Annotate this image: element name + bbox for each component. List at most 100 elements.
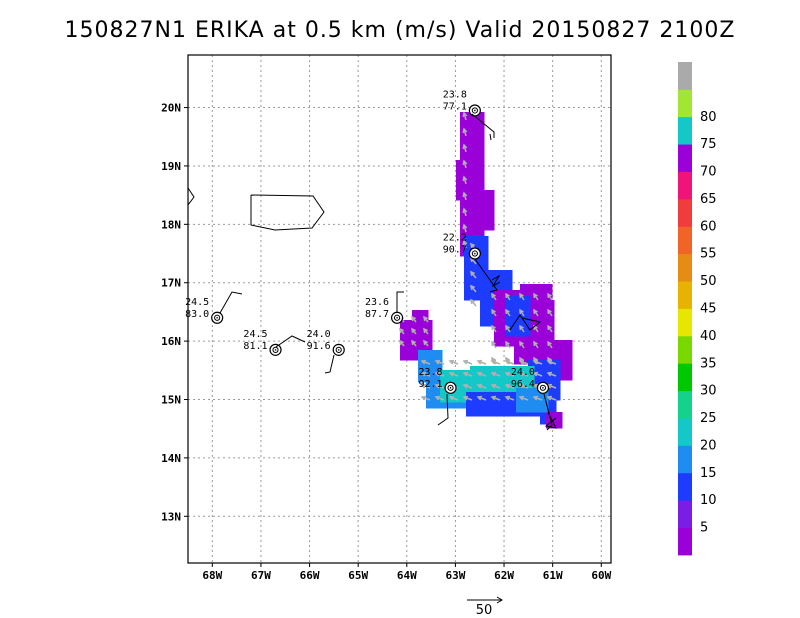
swath-cell bbox=[486, 382, 495, 391]
swath-cell bbox=[466, 400, 475, 409]
swath-cell bbox=[524, 404, 533, 413]
colorbar-segment bbox=[678, 198, 692, 227]
colorbar-label: 30 bbox=[700, 384, 717, 399]
swath-cell bbox=[536, 284, 545, 293]
swath-cell bbox=[488, 302, 497, 311]
wind-vector-head bbox=[476, 383, 483, 389]
wind-vector-head bbox=[491, 324, 496, 331]
station-temperature: 22.2 bbox=[443, 233, 467, 244]
wind-vector-head bbox=[448, 371, 455, 377]
swath-cell bbox=[460, 120, 469, 129]
swath-cell bbox=[476, 128, 485, 137]
swath-cell bbox=[548, 348, 557, 357]
swath-cell bbox=[420, 310, 429, 319]
swath-cell bbox=[506, 400, 515, 409]
swath-cell bbox=[400, 336, 409, 345]
swath-cell bbox=[420, 318, 429, 327]
station-inner-circle-icon bbox=[214, 314, 221, 321]
reference-vector-label: 50 bbox=[476, 603, 493, 618]
colorbar-segment bbox=[678, 500, 692, 529]
station-pressure: 90.7 bbox=[443, 245, 467, 256]
swath-cell bbox=[522, 328, 531, 337]
wind-vector-head bbox=[462, 191, 468, 198]
swath-cell bbox=[478, 374, 487, 383]
swath-cell bbox=[456, 160, 465, 169]
station-plot: 24.583.0 bbox=[185, 297, 224, 324]
swath-cell bbox=[476, 160, 485, 169]
wind-barb-icon bbox=[471, 113, 495, 138]
colorbar-label: 5 bbox=[700, 521, 708, 536]
colorbar-segment bbox=[678, 445, 692, 474]
swath-cell bbox=[494, 338, 503, 347]
swath-cell bbox=[470, 198, 479, 207]
swath-cell bbox=[460, 200, 469, 209]
swath-cell bbox=[544, 360, 553, 369]
swath-cell bbox=[440, 378, 449, 387]
swath-cell bbox=[434, 376, 443, 385]
swath-cell bbox=[412, 318, 421, 327]
colorbar-segment bbox=[678, 390, 692, 419]
wind-barb-icon bbox=[491, 274, 501, 288]
station-plot: 22.290.7 bbox=[443, 233, 481, 260]
wind-barb-icon bbox=[544, 411, 557, 429]
puerto-rico-coastline bbox=[250, 194, 325, 231]
station-temperature: 23.8 bbox=[443, 89, 467, 100]
swath-cell bbox=[480, 236, 489, 245]
swath-cell bbox=[506, 320, 515, 329]
wind-vector-head bbox=[533, 308, 538, 315]
colorbar-segment bbox=[678, 308, 692, 337]
swath-cell bbox=[464, 276, 473, 285]
map-title: 150827N1 ERIKA at 0.5 km (m/s) Valid 201… bbox=[64, 18, 736, 43]
wind-vector-head bbox=[462, 223, 468, 230]
swath-cell bbox=[486, 214, 495, 223]
wind-vector-head bbox=[423, 339, 428, 346]
swath-cell bbox=[480, 302, 489, 311]
swath-cell bbox=[408, 344, 417, 353]
lat-tick-label: 20N bbox=[161, 102, 181, 115]
colorbar-segment bbox=[678, 363, 692, 392]
swath-cell bbox=[482, 400, 491, 409]
swath-cell bbox=[456, 192, 465, 201]
swath-cell bbox=[480, 244, 489, 253]
swath-cell bbox=[506, 304, 515, 313]
swath-cell bbox=[456, 370, 465, 379]
wind-vector-head bbox=[462, 207, 468, 214]
wind-vector-head bbox=[546, 395, 553, 401]
station-plot: 23.892.1 bbox=[418, 367, 457, 394]
swath-cell bbox=[530, 332, 539, 341]
swath-cell bbox=[480, 294, 489, 303]
swath-cell bbox=[536, 292, 545, 301]
colorbar-label: 60 bbox=[700, 219, 717, 234]
wind-vector-head bbox=[490, 395, 497, 401]
swath-cell bbox=[464, 160, 473, 169]
swath-cell bbox=[476, 112, 485, 121]
station-inner-circle-icon bbox=[447, 384, 454, 391]
colorbar-segment bbox=[678, 527, 692, 556]
swath-cell bbox=[464, 192, 473, 201]
lon-tick-label: 66W bbox=[300, 569, 320, 582]
station-dot-icon bbox=[474, 252, 476, 255]
swath-cell bbox=[470, 214, 479, 223]
wind-vector-head bbox=[519, 324, 524, 331]
wind-vector-head bbox=[462, 395, 469, 401]
station-plot: 24.581.1 bbox=[243, 329, 282, 356]
wind-vector-head bbox=[411, 339, 416, 346]
wind-vector-head bbox=[469, 284, 475, 291]
swath-cell bbox=[470, 190, 479, 199]
wind-barb-icon bbox=[396, 291, 404, 313]
swath-cell bbox=[468, 120, 477, 129]
wind-vectors bbox=[399, 111, 557, 401]
swath-cell bbox=[516, 404, 525, 413]
colorbar-segment bbox=[678, 226, 692, 255]
wind-vector-head bbox=[399, 339, 404, 346]
swath-cell bbox=[480, 318, 489, 327]
swath-cell bbox=[486, 206, 495, 215]
swath-cell bbox=[552, 376, 561, 385]
wind-vector-head bbox=[448, 395, 455, 401]
wind-vector-head bbox=[518, 395, 525, 401]
swath-cell bbox=[514, 340, 523, 349]
wind-vector-head bbox=[469, 298, 475, 305]
wind-vector-head bbox=[504, 395, 511, 401]
wind-vector-head bbox=[491, 340, 496, 347]
wind-vector-head bbox=[505, 308, 510, 315]
